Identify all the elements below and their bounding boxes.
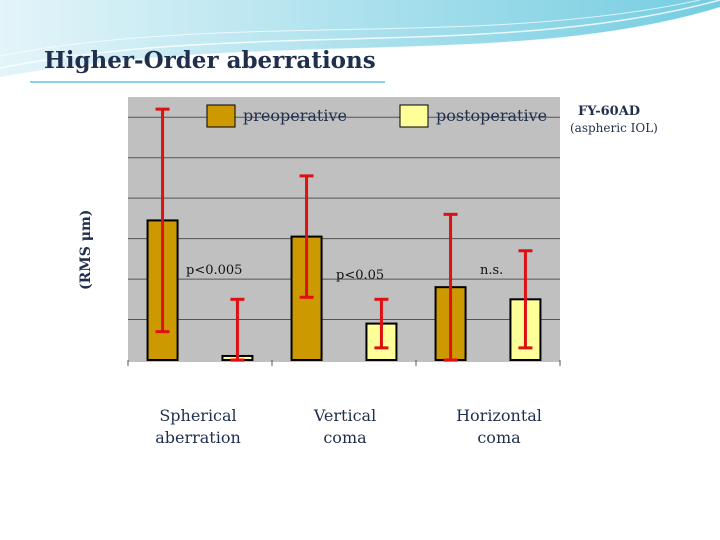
legend-label-preoperative: preoperative bbox=[243, 106, 347, 125]
category-label-line: Vertical bbox=[313, 406, 377, 425]
category-label-spherical-aberration: Spherical aberration bbox=[133, 405, 263, 449]
error-bar-postoperative-0 bbox=[230, 297, 245, 362]
plot-area bbox=[128, 97, 560, 360]
annotation-horizontal-coma: n.s. bbox=[480, 263, 503, 278]
legend-swatch-postoperative bbox=[399, 104, 429, 128]
annotation-spherical: p<0.005 bbox=[186, 263, 242, 278]
category-label-horizontal-coma: Horizontal coma bbox=[434, 405, 564, 449]
error-bar-preoperative-1 bbox=[299, 174, 314, 299]
category-label-line: aberration bbox=[155, 428, 241, 447]
error-bar-postoperative-2 bbox=[518, 249, 533, 350]
lens-name: FY-60AD bbox=[578, 104, 641, 119]
error-bar-preoperative-2 bbox=[443, 212, 458, 362]
category-label-line: Spherical bbox=[159, 406, 237, 425]
title-underline bbox=[30, 81, 385, 83]
error-bar-postoperative-1 bbox=[374, 297, 389, 350]
legend-swatch-preoperative bbox=[206, 104, 236, 128]
category-label-line: coma bbox=[323, 428, 367, 447]
error-bars bbox=[155, 107, 533, 362]
gridlines bbox=[128, 116, 560, 321]
annotation-vertical-coma: p<0.05 bbox=[336, 268, 384, 283]
legend-label-postoperative: postoperative bbox=[436, 106, 547, 125]
x-axis-band bbox=[128, 360, 560, 362]
x-axis-ticks bbox=[127, 360, 561, 366]
category-label-line: Horizontal bbox=[456, 406, 542, 425]
legend: preoperative postoperative bbox=[206, 104, 547, 128]
significance-annotations: p<0.005 p<0.05 n.s. bbox=[186, 263, 503, 283]
category-label-line: coma bbox=[477, 428, 521, 447]
error-bar-preoperative-0 bbox=[155, 107, 170, 334]
y-axis-label: (RMS μm) bbox=[78, 209, 94, 290]
header-banner bbox=[0, 0, 720, 79]
lens-description: (aspheric IOL) bbox=[570, 121, 658, 135]
category-label-vertical-coma: Vertical coma bbox=[280, 405, 410, 449]
slide-title: Higher-Order aberrations bbox=[44, 47, 376, 74]
